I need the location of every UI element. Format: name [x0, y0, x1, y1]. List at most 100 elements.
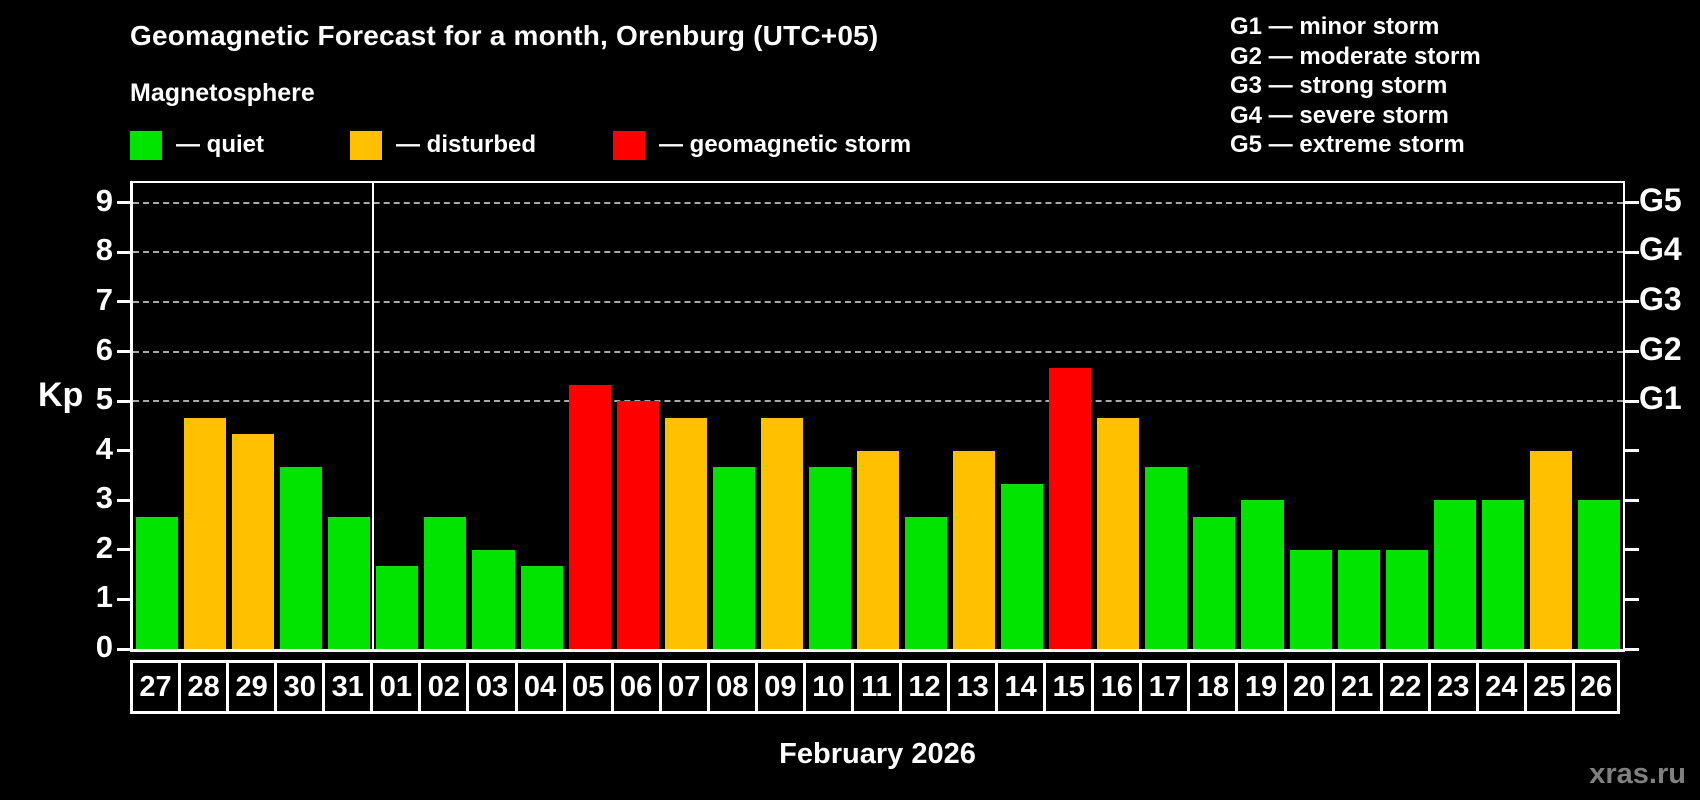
bar-day-12: [905, 516, 948, 649]
storm-swatch-icon: [613, 130, 645, 160]
date-box-13: 13: [947, 660, 999, 714]
date-box-09: 09: [754, 660, 806, 714]
date-box-06: 06: [610, 660, 662, 714]
x-axis-label: February 2026: [779, 738, 976, 770]
right-tick-9: [1625, 201, 1639, 205]
date-box-21: 21: [1331, 660, 1383, 714]
bar-day-31: [328, 516, 371, 649]
gridline-kp9: [133, 201, 1623, 204]
bar-day-18: [1193, 516, 1236, 649]
left-tick-5: [117, 399, 131, 403]
right-tick-3: [1625, 498, 1639, 502]
right-tick-1: [1625, 597, 1639, 601]
right-tick-4: [1625, 449, 1639, 453]
storm-scale-g2: G2 — moderate storm: [1230, 42, 1481, 70]
bar-day-27: [136, 516, 179, 649]
date-box-05: 05: [562, 660, 614, 714]
date-box-16: 16: [1091, 660, 1143, 714]
magnetosphere-label: Magnetosphere: [130, 79, 315, 107]
right-axis-label-g5: G5: [1639, 181, 1682, 218]
storm-scale-g5: G5 — extreme storm: [1230, 131, 1465, 158]
legend-item-quiet: — quiet: [130, 130, 264, 160]
date-box-19: 19: [1235, 660, 1287, 714]
y-axis-label: Kp: [38, 376, 84, 414]
left-tick-7: [117, 300, 131, 304]
ytick-label-2: 2: [95, 529, 113, 565]
quiet-swatch-icon: [130, 130, 162, 160]
bar-day-09: [760, 417, 803, 649]
bar-day-28: [184, 417, 227, 649]
bar-day-06: [616, 401, 659, 649]
bar-day-10: [808, 467, 851, 649]
date-box-15: 15: [1043, 660, 1095, 714]
legend-item-disturbed: — disturbed: [350, 130, 536, 160]
storm-scale-g4: G4 — severe storm: [1230, 101, 1449, 129]
left-tick-2: [117, 548, 131, 552]
date-box-25: 25: [1523, 660, 1575, 714]
ytick-label-5: 5: [95, 381, 113, 417]
left-tick-1: [117, 597, 131, 601]
gridline-kp5: [133, 400, 1623, 403]
date-box-27: 27: [130, 660, 182, 714]
date-box-11: 11: [850, 660, 903, 714]
date-box-07: 07: [658, 660, 710, 714]
disturbed-swatch-icon: [350, 130, 382, 160]
legend-label-quiet: — quiet: [176, 131, 264, 158]
right-axis-label-g1: G1: [1639, 380, 1682, 417]
watermark: xras.ru: [1589, 758, 1686, 790]
bar-day-25: [1529, 450, 1572, 649]
bar-day-04: [520, 566, 563, 649]
storm-scale-legend: G1 — minor storm G2 — moderate storm G3 …: [1230, 12, 1481, 160]
date-box-28: 28: [178, 660, 230, 714]
bar-day-29: [232, 434, 275, 649]
date-box-03: 03: [466, 660, 518, 714]
legend-label-disturbed: — disturbed: [396, 131, 537, 158]
date-box-01: 01: [370, 660, 422, 714]
date-box-14: 14: [995, 660, 1047, 714]
date-box-02: 02: [418, 660, 470, 714]
right-tick-8: [1625, 250, 1639, 254]
bar-day-16: [1097, 417, 1140, 649]
ytick-label-1: 1: [95, 579, 113, 615]
date-box-18: 18: [1187, 660, 1239, 714]
left-tick-8: [117, 250, 131, 254]
date-box-08: 08: [706, 660, 758, 714]
bar-day-26: [1577, 500, 1620, 649]
ytick-label-4: 4: [95, 430, 113, 466]
date-box-04: 04: [514, 660, 566, 714]
left-tick-9: [117, 201, 131, 205]
date-box-26: 26: [1571, 660, 1620, 714]
bar-day-03: [472, 549, 515, 649]
bar-day-13: [953, 450, 996, 649]
right-tick-5: [1625, 399, 1639, 403]
gridline-kp6: [133, 350, 1623, 353]
bar-day-23: [1433, 500, 1476, 649]
right-tick-7: [1625, 300, 1639, 304]
ytick-label-8: 8: [95, 232, 113, 268]
month-divider: [372, 183, 375, 649]
bar-day-17: [1145, 467, 1188, 649]
legend-item-storm: — geomagnetic storm: [613, 130, 911, 160]
left-tick-0: [117, 647, 131, 651]
ytick-label-9: 9: [95, 182, 113, 218]
right-tick-2: [1625, 548, 1639, 552]
left-tick-4: [117, 449, 131, 453]
right-axis-label-g3: G3: [1639, 280, 1682, 317]
bar-day-15: [1049, 367, 1092, 649]
storm-scale-g1: G1 — minor storm: [1230, 13, 1440, 40]
bar-day-08: [712, 467, 755, 649]
gridline-kp8: [133, 251, 1623, 254]
bar-day-21: [1337, 549, 1380, 649]
date-box-22: 22: [1379, 660, 1431, 714]
ytick-label-7: 7: [95, 281, 113, 317]
bar-day-05: [568, 384, 611, 649]
right-axis-label-g4: G4: [1639, 231, 1682, 268]
date-box-17: 17: [1139, 660, 1191, 714]
gridline-kp7: [133, 300, 1623, 303]
left-tick-3: [117, 498, 131, 502]
bar-day-14: [1001, 483, 1044, 649]
date-box-20: 20: [1283, 660, 1335, 714]
ytick-label-3: 3: [95, 480, 113, 516]
bar-day-20: [1289, 549, 1332, 649]
